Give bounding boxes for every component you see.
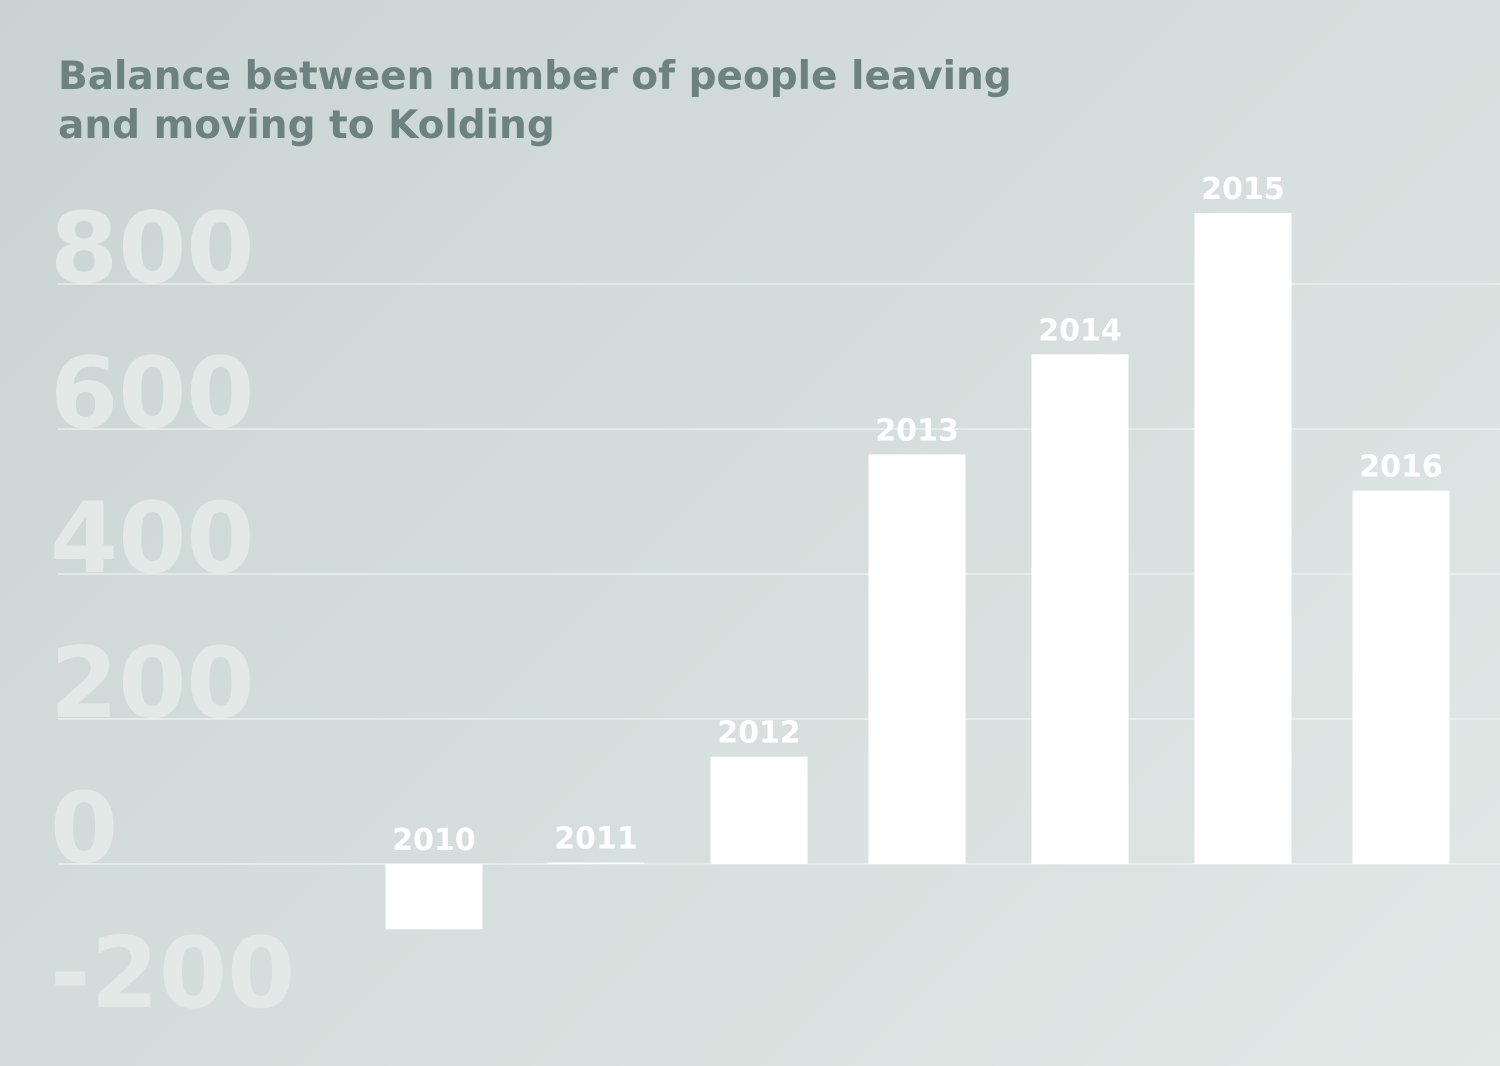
y-tick-label: 0 bbox=[50, 772, 118, 886]
bar bbox=[868, 454, 966, 864]
bar bbox=[710, 756, 808, 864]
bar-label: 2013 bbox=[875, 413, 959, 448]
bar-label: 2016 bbox=[1359, 450, 1443, 485]
y-tick-label: 600 bbox=[50, 337, 255, 451]
bar-label: 2015 bbox=[1201, 172, 1285, 207]
y-tick-label: 200 bbox=[50, 627, 255, 741]
bar-label: 2012 bbox=[717, 716, 801, 751]
bar bbox=[547, 862, 645, 864]
chart-title-line-1: Balance between number of people leaving bbox=[58, 54, 1012, 99]
bar-label: 2011 bbox=[554, 822, 638, 857]
bar-label: 2014 bbox=[1038, 313, 1122, 348]
y-tick-label: 800 bbox=[50, 192, 255, 306]
chart-title-line-2: and moving to Kolding bbox=[58, 103, 555, 148]
bar bbox=[385, 864, 483, 930]
y-tick-label: 400 bbox=[50, 482, 255, 596]
y-tick-label: -200 bbox=[50, 917, 295, 1031]
bar bbox=[1031, 354, 1129, 864]
chart-title: Balance between number of people leaving… bbox=[58, 52, 1012, 150]
bar bbox=[1352, 490, 1450, 864]
bar-label: 2010 bbox=[392, 823, 476, 858]
bar bbox=[1194, 212, 1292, 864]
